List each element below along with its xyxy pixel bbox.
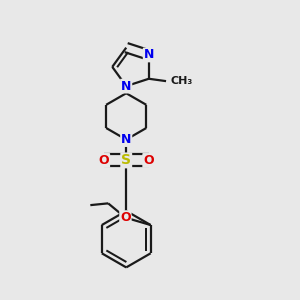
Text: N: N xyxy=(121,80,131,93)
Text: S: S xyxy=(121,153,131,167)
Text: N: N xyxy=(144,49,154,62)
Text: N: N xyxy=(121,133,131,146)
Text: O: O xyxy=(120,211,131,224)
Text: O: O xyxy=(99,154,109,167)
Text: O: O xyxy=(143,154,154,167)
Text: CH₃: CH₃ xyxy=(170,76,193,86)
